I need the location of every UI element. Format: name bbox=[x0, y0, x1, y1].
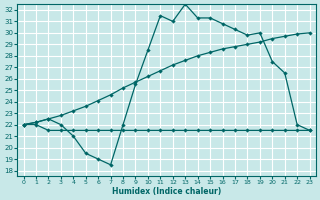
X-axis label: Humidex (Indice chaleur): Humidex (Indice chaleur) bbox=[112, 187, 221, 196]
